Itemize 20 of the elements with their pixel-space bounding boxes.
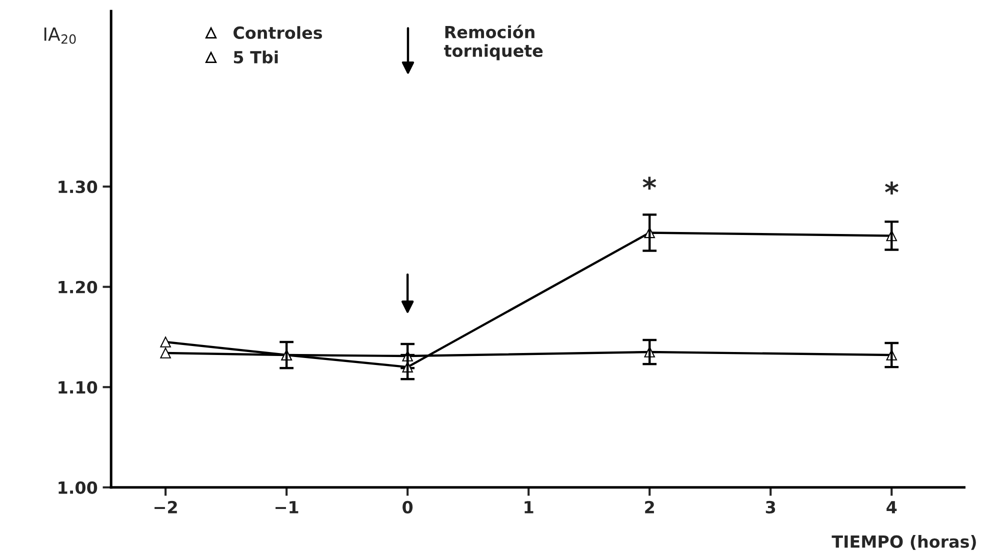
x-tick-label: 1	[524, 501, 534, 514]
y-tick-label: 1.10	[58, 381, 98, 394]
annotation: *	[642, 176, 656, 190]
legend-label: 5 Tbi	[234, 50, 278, 64]
annotation: Remoción torniquete	[444, 24, 543, 60]
x-tick-label: 4	[886, 501, 897, 514]
y-tick-label: 1.00	[58, 481, 98, 494]
x-axis-title: TIEMPO (horas)	[832, 535, 976, 550]
y-axis-title: IA$_{20}$	[44, 28, 76, 44]
x-tick-label: 0	[402, 500, 413, 514]
x-tick-label: −1	[276, 501, 298, 514]
annotation: *	[885, 182, 898, 194]
legend-label: Controles	[234, 26, 322, 40]
x-tick-label: 2	[645, 500, 654, 514]
point	[160, 348, 171, 358]
y-tick-label: 1.30	[58, 180, 98, 194]
x-tick-label: −2	[154, 500, 177, 514]
point	[160, 336, 171, 348]
y-tick-label: 1.20	[58, 280, 98, 294]
x-tick-label: 3	[766, 500, 776, 514]
